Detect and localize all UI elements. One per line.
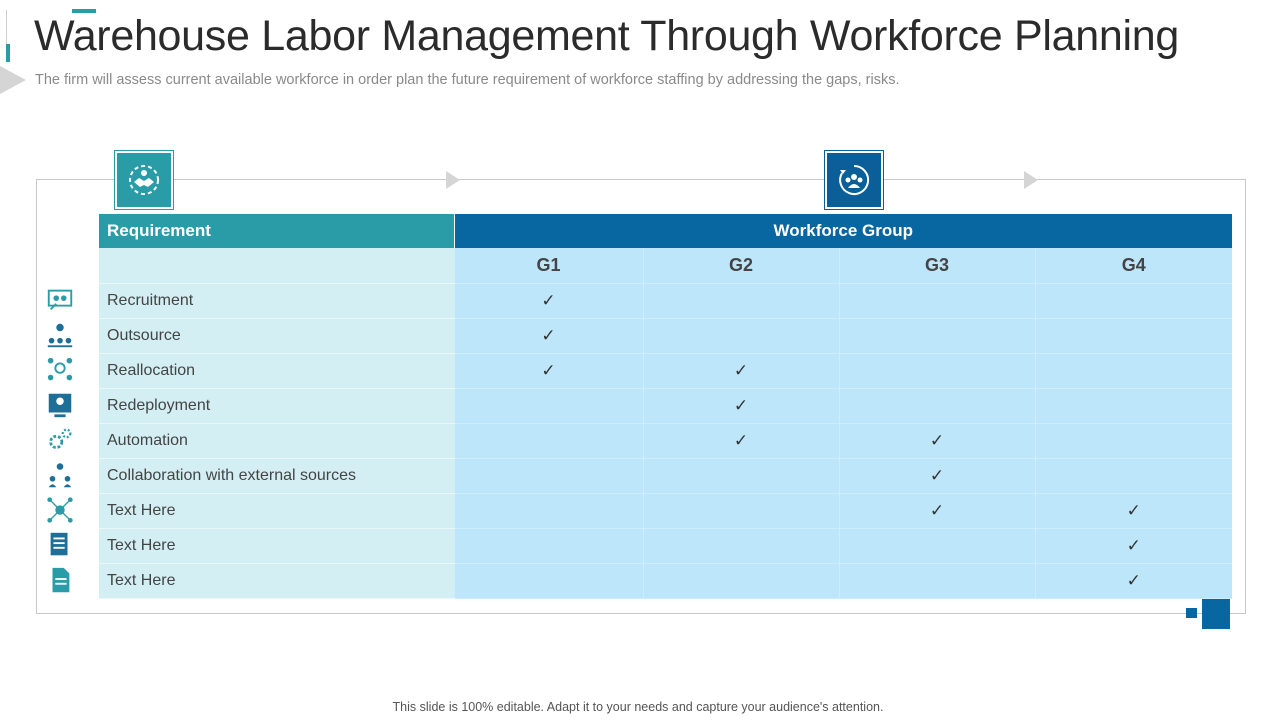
check-mark-cell: ✓ — [642, 423, 839, 459]
requirement-header: Requirement — [99, 214, 454, 248]
group-header-g3: G3 — [838, 248, 1035, 284]
check-mark-cell: ✓ — [1034, 493, 1233, 529]
workforce-matrix-table: Requirement Workforce Group G1 G2 G3 G4 … — [99, 214, 1233, 599]
handshake-gear-icon — [115, 151, 173, 209]
requirement-label: Text Here — [99, 528, 454, 564]
table-row: Text Here ✓ ✓ — [99, 493, 1233, 529]
workforce-group-header: Workforce Group — [453, 214, 1233, 248]
empty-cell — [1034, 458, 1233, 494]
empty-cell — [453, 528, 643, 564]
table-row: Recruitment ✓ — [99, 283, 1233, 319]
empty-cell — [838, 563, 1035, 599]
collaboration-icon — [44, 459, 76, 491]
requirement-label: Text Here — [99, 493, 454, 529]
decorative-accent-bar — [6, 44, 10, 62]
check-mark-cell: ✓ — [1034, 528, 1233, 564]
table-row: Reallocation ✓ ✓ — [99, 353, 1233, 389]
table-row: Text Here ✓ — [99, 528, 1233, 564]
outsource-icon — [44, 319, 76, 351]
empty-cell — [642, 318, 839, 354]
table-row: Collaboration with external sources ✓ — [99, 458, 1233, 494]
network-icon — [44, 494, 76, 526]
empty-cell — [453, 423, 643, 459]
table-row: Outsource ✓ — [99, 318, 1233, 354]
empty-cell — [453, 493, 643, 529]
check-mark-cell: ✓ — [642, 388, 839, 424]
check-mark-cell: ✓ — [453, 353, 643, 389]
requirement-label: Text Here — [99, 563, 454, 599]
empty-cell — [642, 458, 839, 494]
check-mark-cell: ✓ — [642, 353, 839, 389]
group-header-g4: G4 — [1034, 248, 1233, 284]
empty-cell — [838, 283, 1035, 319]
file-icon — [44, 564, 76, 596]
decorative-arrow-icon — [0, 66, 26, 94]
group-header-g1: G1 — [453, 248, 643, 284]
empty-cell — [838, 528, 1035, 564]
check-mark-cell: ✓ — [1034, 563, 1233, 599]
recruitment-icon — [44, 284, 76, 316]
check-mark-cell: ✓ — [453, 318, 643, 354]
empty-cell — [1034, 283, 1233, 319]
empty-cell — [642, 493, 839, 529]
empty-cell — [1034, 353, 1233, 389]
empty-cell — [1034, 423, 1233, 459]
document-icon — [44, 529, 76, 561]
empty-cell — [838, 318, 1035, 354]
empty-cell — [642, 563, 839, 599]
empty-cell — [838, 388, 1035, 424]
requirement-label: Outsource — [99, 318, 454, 354]
table-row: Redeployment ✓ — [99, 388, 1233, 424]
requirement-label: Reallocation — [99, 353, 454, 389]
empty-cell — [1034, 388, 1233, 424]
decorative-square — [1186, 608, 1197, 618]
frame-arrow-icon — [446, 171, 460, 189]
empty-cell — [642, 283, 839, 319]
check-mark-cell: ✓ — [453, 283, 643, 319]
requirement-label: Recruitment — [99, 283, 454, 319]
empty-cell — [453, 388, 643, 424]
empty-cell — [838, 353, 1035, 389]
group-header-g2: G2 — [642, 248, 839, 284]
check-mark-cell: ✓ — [838, 423, 1035, 459]
table-row: Text Here ✓ — [99, 563, 1233, 599]
table-row: Automation ✓ ✓ — [99, 423, 1233, 459]
page-subtitle: The firm will assess current available w… — [35, 72, 900, 88]
redeployment-icon — [44, 389, 76, 421]
page-title: Warehouse Labor Management Through Workf… — [34, 12, 1179, 60]
team-cycle-icon — [825, 151, 883, 209]
decorative-accent-bar — [72, 9, 96, 13]
footer-note: This slide is 100% editable. Adapt it to… — [392, 700, 884, 714]
requirement-blank-cell — [99, 248, 454, 284]
empty-cell — [453, 458, 643, 494]
reallocation-icon — [44, 354, 76, 386]
decorative-line — [6, 10, 7, 58]
check-mark-cell: ✓ — [838, 458, 1035, 494]
requirement-label: Redeployment — [99, 388, 454, 424]
frame-arrow-icon — [1024, 171, 1038, 189]
requirement-label: Automation — [99, 423, 454, 459]
gears-icon — [44, 424, 76, 456]
decorative-square — [1202, 599, 1230, 629]
table-frame — [36, 179, 1246, 614]
requirement-label: Collaboration with external sources — [99, 458, 454, 494]
empty-cell — [1034, 318, 1233, 354]
empty-cell — [642, 528, 839, 564]
check-mark-cell: ✓ — [838, 493, 1035, 529]
empty-cell — [453, 563, 643, 599]
